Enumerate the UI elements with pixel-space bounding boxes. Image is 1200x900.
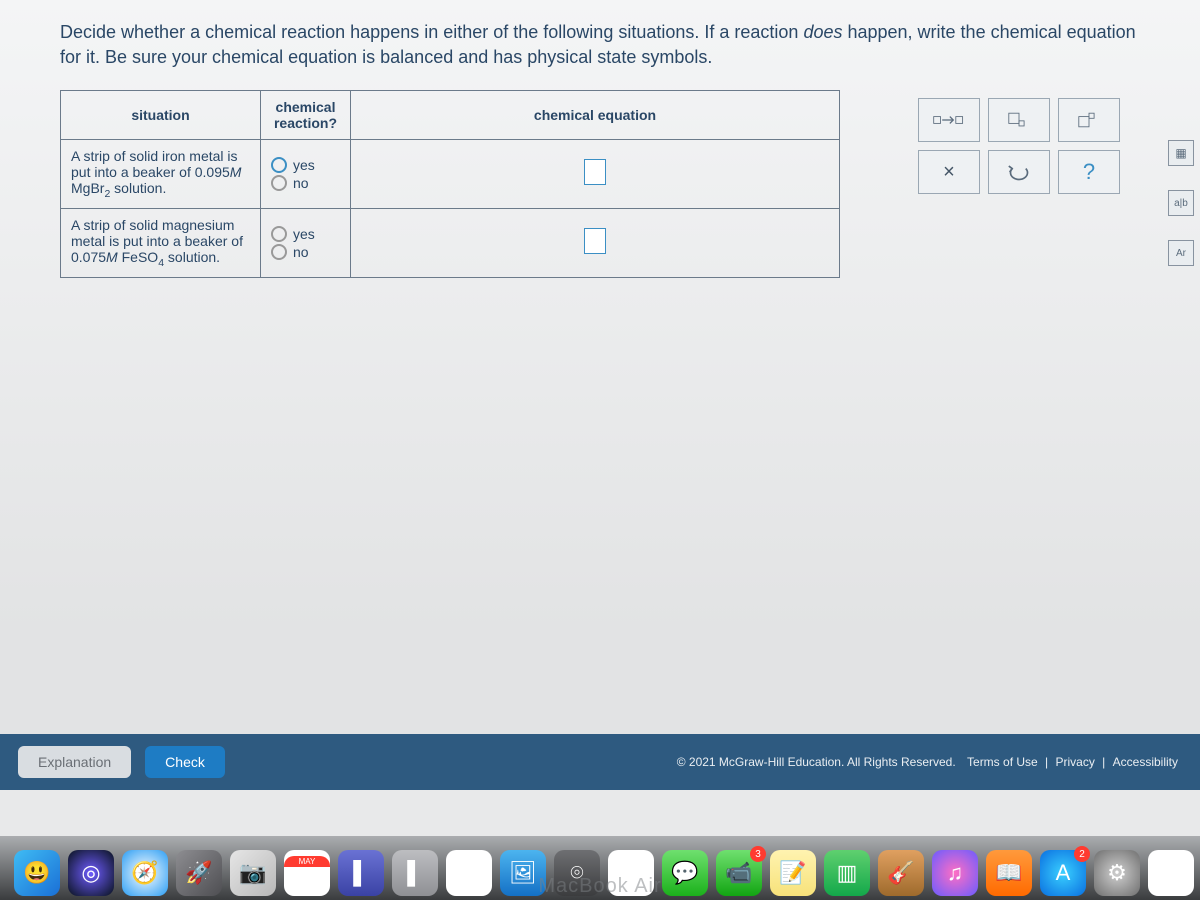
problem-table: situation chemical reaction? chemical eq… [60, 90, 840, 278]
situation-cell: A strip of solid iron metal is put into … [61, 140, 261, 209]
terms-link[interactable]: Terms of Use [967, 755, 1038, 769]
dock-reminders-icon[interactable]: ≣ [446, 850, 492, 896]
radio-yes[interactable] [271, 226, 287, 242]
equation-toolbox: × ? [910, 90, 1120, 202]
radio-no[interactable] [271, 244, 287, 260]
table-row: A strip of solid magnesium metal is put … [61, 209, 840, 278]
radio-yes[interactable] [271, 157, 287, 173]
dock-settings-icon[interactable]: ⚙ [1094, 850, 1140, 896]
tool-undo[interactable] [988, 150, 1050, 194]
dock-appstore-icon[interactable]: A2 [1040, 850, 1086, 896]
bottom-bar: Explanation Check © 2021 McGraw-Hill Edu… [0, 734, 1200, 790]
tool-clear[interactable]: × [918, 150, 980, 194]
dock-preview-icon[interactable]: 🖼 [500, 850, 546, 896]
problem-panel: Decide whether a chemical reaction happe… [0, 0, 1200, 790]
side-tools: ▦ a|b Ar [1168, 140, 1194, 266]
tool-help[interactable]: ? [1058, 150, 1120, 194]
dock-messages-icon[interactable]: 💬 [662, 850, 708, 896]
abc-icon[interactable]: a|b [1168, 190, 1194, 216]
dock-facetime-icon[interactable]: 📹3 [716, 850, 762, 896]
dock-numbers-icon[interactable]: ▥ [824, 850, 870, 896]
dock-zoom-icon[interactable]: ▭ [1148, 850, 1194, 896]
situation-cell: A strip of solid magnesium metal is put … [61, 209, 261, 278]
periodic-icon[interactable]: Ar [1168, 240, 1194, 266]
radio-no[interactable] [271, 175, 287, 191]
dock-finder-icon[interactable]: 😃 [14, 850, 60, 896]
equation-input[interactable] [584, 159, 606, 185]
check-button[interactable]: Check [145, 746, 225, 778]
tool-arrow[interactable] [918, 98, 980, 142]
instructions-text: Decide whether a chemical reaction happe… [60, 20, 1140, 70]
dock-app1-icon[interactable]: ▌ [338, 850, 384, 896]
equation-cell [351, 209, 840, 278]
dock-screenshot-icon[interactable]: ⌾ [554, 850, 600, 896]
dock-safari-icon[interactable]: 🧭 [122, 850, 168, 896]
header-situation: situation [61, 91, 261, 140]
dock-siri-icon[interactable]: ◎ [68, 850, 114, 896]
dock-itunes-icon[interactable]: ♫ [932, 850, 978, 896]
explanation-button[interactable]: Explanation [18, 746, 131, 778]
accessibility-link[interactable]: Accessibility [1113, 755, 1178, 769]
equation-input[interactable] [584, 228, 606, 254]
equation-cell [351, 140, 840, 209]
dock-app2-icon[interactable]: ▌ [392, 850, 438, 896]
dock-notes-icon[interactable]: 📝 [770, 850, 816, 896]
calculator-icon[interactable]: ▦ [1168, 140, 1194, 166]
dock-garage-icon[interactable]: 🎸 [878, 850, 924, 896]
table-row: A strip of solid iron metal is put into … [61, 140, 840, 209]
tool-subscript[interactable] [988, 98, 1050, 142]
dock-photos-icon[interactable]: ✿ [608, 850, 654, 896]
header-equation: chemical equation [351, 91, 840, 140]
dock-photobooth-icon[interactable]: 📷 [230, 850, 276, 896]
copyright: © 2021 McGraw-Hill Education. All Rights… [673, 755, 1182, 769]
dock-calendar-icon[interactable]: MAY9 [284, 850, 330, 896]
dock-launchpad-icon[interactable]: 🚀 [176, 850, 222, 896]
tool-superscript[interactable] [1058, 98, 1120, 142]
reaction-cell: yes no [261, 140, 351, 209]
privacy-link[interactable]: Privacy [1056, 755, 1095, 769]
dock-ibooks-icon[interactable]: 📖 [986, 850, 1032, 896]
reaction-cell: yes no [261, 209, 351, 278]
header-reaction: chemical reaction? [261, 91, 351, 140]
macos-dock: 😃◎🧭🚀📷MAY9▌▌≣🖼⌾✿💬📹3📝▥🎸♫📖A2⚙▭≡ [0, 836, 1200, 900]
